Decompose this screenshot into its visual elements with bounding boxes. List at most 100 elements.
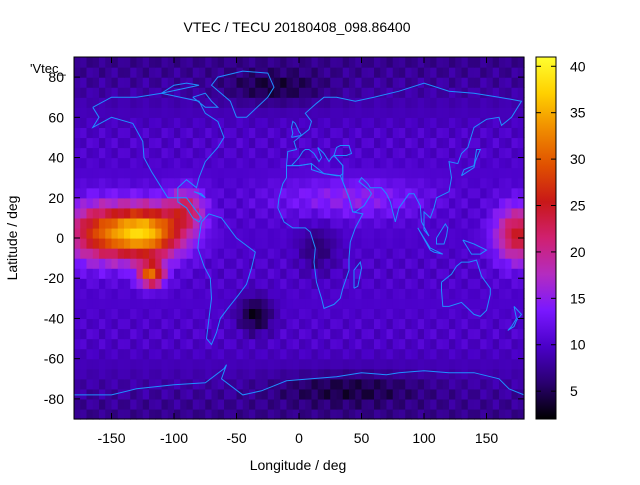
heatmap-cell [305, 288, 313, 299]
heatmap-cell [267, 187, 275, 199]
heatmap-cell [392, 338, 400, 350]
heatmap-cell [417, 298, 425, 309]
heatmap-cell [255, 318, 263, 330]
heatmap-cell [417, 87, 425, 98]
heatmap-cell [449, 278, 456, 289]
heatmap-cell [174, 318, 181, 330]
heatmap-cell [299, 358, 306, 370]
heatmap-cell [142, 117, 150, 128]
heatmap-cell [461, 378, 469, 390]
heatmap-cell [442, 338, 450, 350]
heatmap-cell [199, 378, 206, 390]
heatmap-cell [74, 348, 81, 360]
heatmap-cell [399, 207, 406, 219]
heatmap-cell [155, 238, 163, 249]
heatmap-cell [474, 268, 481, 279]
heatmap-cell [492, 388, 500, 400]
heatmap-cell [174, 137, 181, 149]
heatmap-cell [249, 408, 256, 420]
heatmap-cell [386, 238, 394, 249]
heatmap-cell [305, 97, 313, 108]
heatmap-cell [205, 358, 213, 370]
heatmap-cell [161, 248, 169, 259]
heatmap-cell [261, 268, 269, 279]
heatmap-cell [330, 238, 338, 249]
heatmap-cell [355, 328, 363, 340]
heatmap-cell [130, 308, 138, 320]
heatmap-cell [261, 87, 269, 98]
heatmap-cell [242, 328, 250, 340]
heatmap-cell [186, 268, 194, 279]
heatmap-cell [86, 117, 94, 128]
heatmap-cell [236, 398, 244, 410]
heatmap-cell [224, 368, 231, 380]
heatmap-cell [455, 177, 463, 189]
heatmap-cell [474, 107, 481, 118]
heatmap-cell [174, 107, 181, 118]
heatmap-cell [74, 318, 81, 330]
heatmap-cell [474, 187, 481, 199]
heatmap-cell [486, 97, 494, 108]
heatmap-cell [392, 77, 400, 88]
heatmap-cell [474, 57, 481, 68]
heatmap-cell [205, 57, 213, 68]
heatmap-cell [449, 107, 456, 118]
heatmap-cell [217, 358, 225, 370]
heatmap-cell [505, 217, 513, 229]
heatmap-cell [392, 348, 400, 360]
heatmap-cell [274, 217, 281, 229]
heatmap-cell [499, 338, 506, 350]
heatmap-cell [217, 97, 225, 108]
heatmap-cell [230, 378, 238, 390]
heatmap-cell [311, 157, 319, 169]
heatmap-cell [417, 268, 425, 279]
heatmap-cell [430, 67, 438, 78]
heatmap-cell [424, 97, 431, 108]
heatmap-cell [355, 147, 363, 159]
heatmap-cell [486, 328, 494, 340]
heatmap-cell [386, 127, 394, 139]
heatmap-cell [130, 358, 138, 370]
heatmap-cell [274, 388, 281, 400]
heatmap-cell [230, 167, 238, 179]
heatmap-cell [324, 308, 331, 320]
heatmap-cell [286, 107, 294, 118]
heatmap-cell [211, 167, 219, 179]
heatmap-cell [186, 288, 194, 299]
heatmap-cell [286, 358, 294, 370]
heatmap-cell [267, 388, 275, 400]
heatmap-cell [392, 358, 400, 370]
heatmap-cell [511, 117, 519, 128]
heatmap-cell [105, 248, 113, 259]
heatmap-cell [130, 157, 138, 169]
heatmap-cell [505, 197, 513, 209]
heatmap-cell [161, 67, 169, 78]
heatmap-cell [292, 248, 300, 259]
heatmap-cell [255, 227, 263, 239]
x-tick-label: -50 [226, 430, 246, 446]
heatmap-cell [336, 238, 344, 249]
heatmap-cell [317, 137, 325, 149]
heatmap-cell [99, 338, 106, 350]
heatmap-cell [355, 298, 363, 309]
heatmap-cell [342, 398, 350, 410]
heatmap-cell [367, 197, 375, 209]
heatmap-cell [511, 157, 519, 169]
heatmap-cell [211, 187, 219, 199]
heatmap-cell [249, 67, 256, 78]
heatmap-cell [224, 348, 231, 360]
heatmap-cell [136, 378, 144, 390]
heatmap-cell [474, 388, 481, 400]
heatmap-cell [167, 288, 175, 299]
heatmap-cell [349, 147, 356, 159]
heatmap-cell [436, 278, 444, 289]
heatmap-cell [255, 77, 263, 88]
heatmap-cell [299, 197, 306, 209]
heatmap-cell [461, 207, 469, 219]
heatmap-cell [167, 358, 175, 370]
heatmap-cell [336, 97, 344, 108]
coastline-path [441, 259, 491, 317]
heatmap-cell [267, 197, 275, 209]
heatmap-cell [267, 338, 275, 350]
